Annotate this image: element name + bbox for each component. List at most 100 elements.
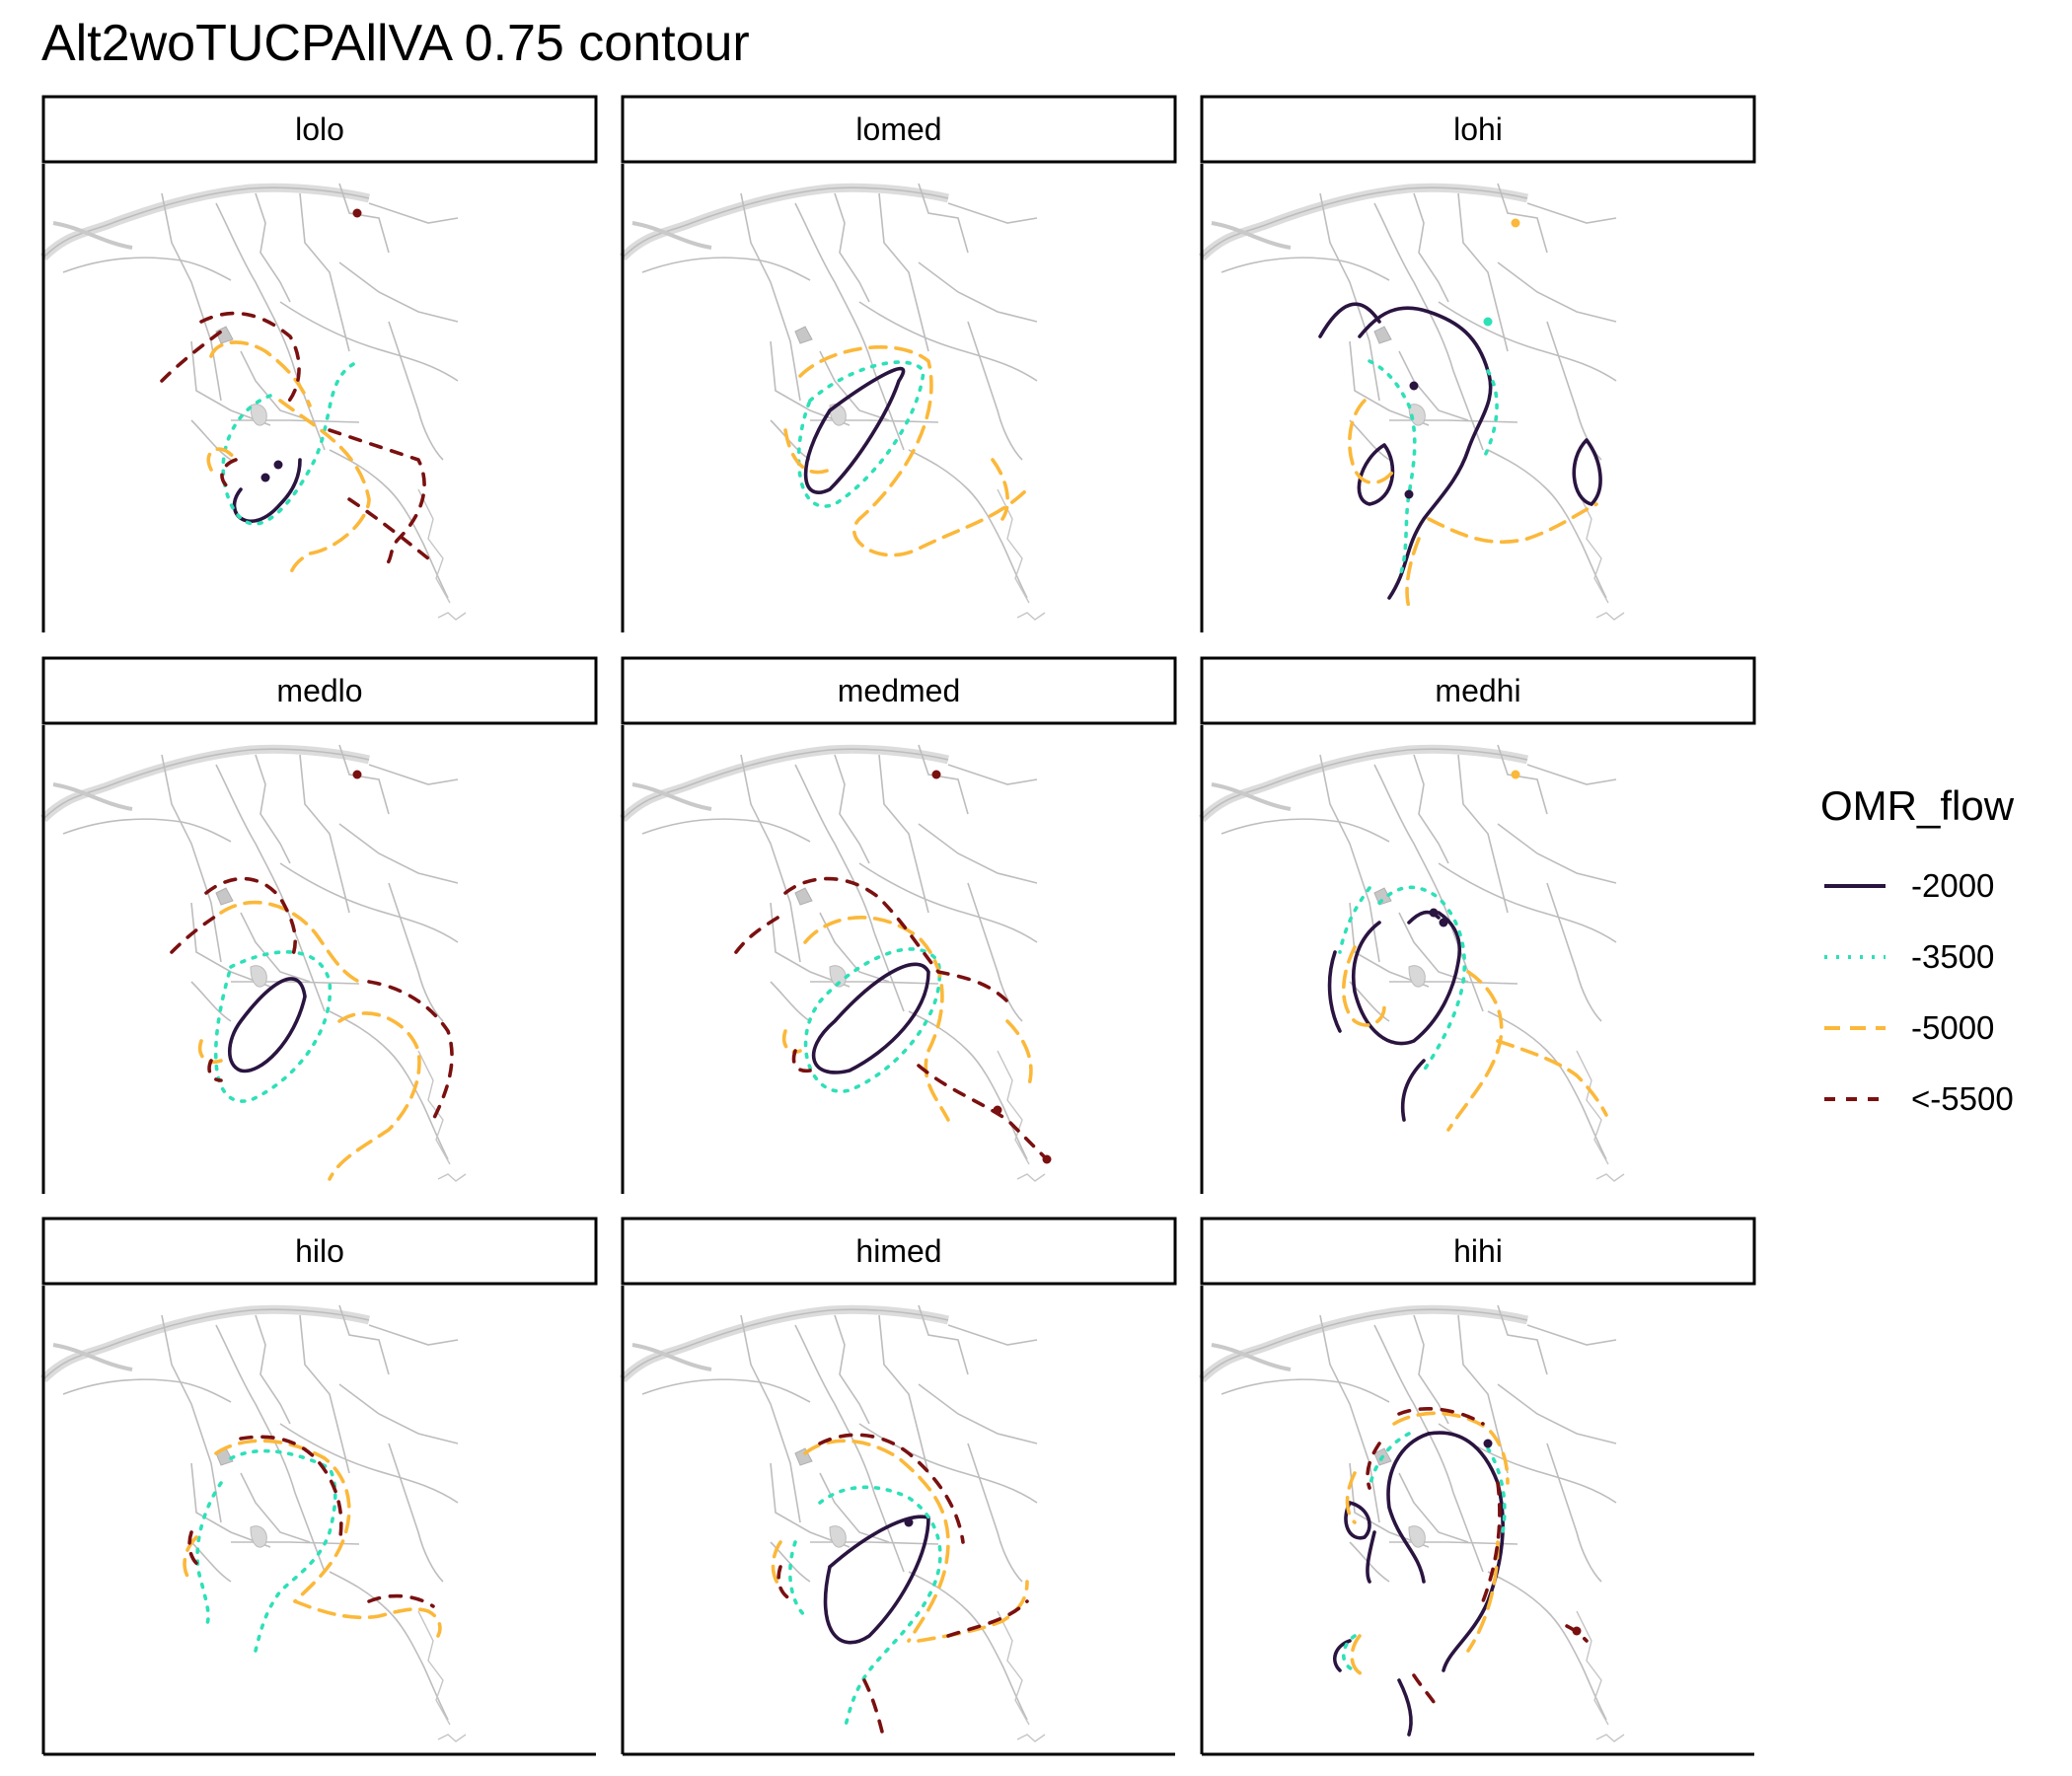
contour-line--2000 bbox=[1344, 1501, 1371, 1540]
contour-line--5000 bbox=[798, 345, 1029, 557]
facet-panel-hihi: hihi bbox=[1200, 1217, 1756, 1756]
contour-line--2000 bbox=[1366, 1530, 1376, 1584]
legend-item: <-5500 bbox=[1820, 1064, 2057, 1135]
contour-line--5000 bbox=[198, 1039, 223, 1064]
contour-line-lt-5500 bbox=[818, 1433, 965, 1544]
facet-panel-medhi: medhi bbox=[1202, 656, 1756, 1194]
legend-label: <-5500 bbox=[1911, 1080, 2014, 1117]
facet-label-medlo: medlo bbox=[276, 673, 362, 708]
facet-strip-himed bbox=[621, 1217, 1177, 1286]
contour-line--5000 bbox=[1427, 502, 1598, 544]
contour-line-lt-5500 bbox=[783, 876, 1009, 1003]
contour-point--2000 bbox=[260, 473, 270, 482]
contour-line--3500 bbox=[1368, 359, 1417, 580]
legend-key-swatch bbox=[1824, 955, 1886, 959]
contour-line--3500 bbox=[796, 360, 925, 508]
facet-map-lohi bbox=[1202, 184, 1624, 620]
contour-line-lt-5500 bbox=[367, 1593, 435, 1608]
basemap-waterways bbox=[623, 745, 1045, 1181]
contour-line-lt-5500 bbox=[160, 330, 223, 383]
facet-map-himed bbox=[623, 1305, 1045, 1741]
facet-label-lolo: lolo bbox=[295, 111, 344, 147]
contour-line--2000 bbox=[803, 366, 906, 494]
basemap-waterways bbox=[1202, 745, 1624, 1181]
facet-label-medhi: medhi bbox=[1435, 673, 1520, 708]
contour-line--5000 bbox=[803, 1439, 950, 1643]
facet-strip-hihi bbox=[1200, 1217, 1756, 1286]
contour-line-lt-5500 bbox=[1366, 1442, 1381, 1490]
chart-title: Alt2woTUCPAllVA 0.75 contour bbox=[41, 15, 750, 72]
facet-strip-lomed bbox=[621, 95, 1177, 164]
facet-strip-medlo bbox=[41, 656, 598, 725]
facet-panel-lomed: lomed bbox=[621, 95, 1177, 632]
contour-line--2000 bbox=[1427, 1431, 1505, 1672]
contour-line--5000 bbox=[1496, 1039, 1608, 1117]
contour-line--2000 bbox=[1351, 911, 1461, 1046]
contour-line--2000 bbox=[1400, 1059, 1426, 1122]
contour-line--5000 bbox=[1405, 537, 1421, 610]
contour-line--2000 bbox=[232, 458, 302, 524]
contour-line-lt-5500 bbox=[1565, 1624, 1589, 1643]
legend: OMR_flow -2000 -3500 -5000 <-5500 bbox=[1820, 779, 2057, 1135]
contour-line--5000 bbox=[206, 447, 238, 472]
facet-panel-himed: himed bbox=[621, 1217, 1177, 1756]
contour-point--2000 bbox=[1409, 381, 1419, 391]
contour-line-lt-5500 bbox=[1397, 1407, 1485, 1426]
contour-line--2000 bbox=[1318, 302, 1381, 338]
facet-map-medmed bbox=[623, 745, 1052, 1181]
contour-line-lt-5500 bbox=[367, 980, 454, 1122]
contour-line--5000 bbox=[991, 458, 1009, 521]
contour-point--2000 bbox=[904, 1517, 914, 1527]
contour-line-lt-5500 bbox=[917, 1064, 1049, 1161]
contour-line-lt-5500 bbox=[207, 1059, 223, 1082]
legend-label: -5000 bbox=[1911, 1009, 1995, 1046]
facet-map-medlo bbox=[43, 745, 466, 1181]
contour-line--5000 bbox=[328, 1011, 421, 1181]
contour-line--5000 bbox=[917, 1580, 1029, 1643]
contour-line--5000 bbox=[1005, 1019, 1033, 1092]
legend-item: -3500 bbox=[1820, 922, 2057, 993]
facet-label-hilo: hilo bbox=[295, 1233, 344, 1269]
contour-line--3500 bbox=[818, 1485, 942, 1732]
contour-line--2000 bbox=[1572, 438, 1602, 506]
contour-line-lt-5500 bbox=[204, 876, 297, 964]
contour-line--3500 bbox=[1338, 886, 1371, 954]
contour-line--2000 bbox=[1397, 1678, 1413, 1737]
contour-line-lt-5500 bbox=[170, 911, 223, 954]
contour-line--3500 bbox=[1377, 885, 1467, 1073]
contour-line--5000 bbox=[1446, 970, 1504, 1132]
contour-line-lt-5500 bbox=[347, 497, 430, 560]
facet-panel-medlo: medlo bbox=[41, 656, 598, 1194]
contour-line-lt-5500 bbox=[946, 1599, 1029, 1638]
contour-line--3500 bbox=[221, 359, 361, 526]
contour-point--2000 bbox=[273, 460, 283, 470]
legend-key-swatch bbox=[1824, 1097, 1886, 1101]
facet-map-lolo bbox=[43, 184, 466, 620]
contour-line--3500 bbox=[195, 1481, 223, 1628]
contour-line--2000 bbox=[228, 977, 307, 1073]
contour-line--5000 bbox=[783, 428, 832, 475]
contour-line--5000 bbox=[209, 340, 312, 407]
facet-strip-lolo bbox=[41, 95, 598, 164]
contour-point-lt-5500 bbox=[993, 1105, 1002, 1115]
contour-point--2000 bbox=[1429, 908, 1439, 918]
contour-point-lt-5500 bbox=[931, 770, 941, 779]
facet-label-himed: himed bbox=[855, 1233, 941, 1269]
contour-line-lt-5500 bbox=[734, 911, 787, 954]
contour-line--5000 bbox=[803, 916, 950, 1122]
basemap-waterways bbox=[43, 184, 466, 620]
facet-panel-lohi: lohi bbox=[1202, 95, 1756, 632]
contour-line--2000 bbox=[811, 962, 930, 1074]
contour-point--2000 bbox=[1439, 918, 1448, 927]
contour-line--5000 bbox=[278, 399, 371, 580]
facet-label-lohi: lohi bbox=[1453, 111, 1503, 147]
contour-point--3500 bbox=[1483, 317, 1493, 327]
contour-line--3500 bbox=[803, 947, 942, 1093]
facet-strip-medmed bbox=[621, 656, 1177, 725]
contour-line-lt-5500 bbox=[1412, 1673, 1441, 1712]
contour-point-lt-5500 bbox=[352, 770, 362, 779]
facet-panel-hilo: hilo bbox=[43, 1217, 598, 1756]
legend-item: -2000 bbox=[1820, 851, 2057, 922]
contour-line-lt-5500 bbox=[220, 458, 238, 491]
